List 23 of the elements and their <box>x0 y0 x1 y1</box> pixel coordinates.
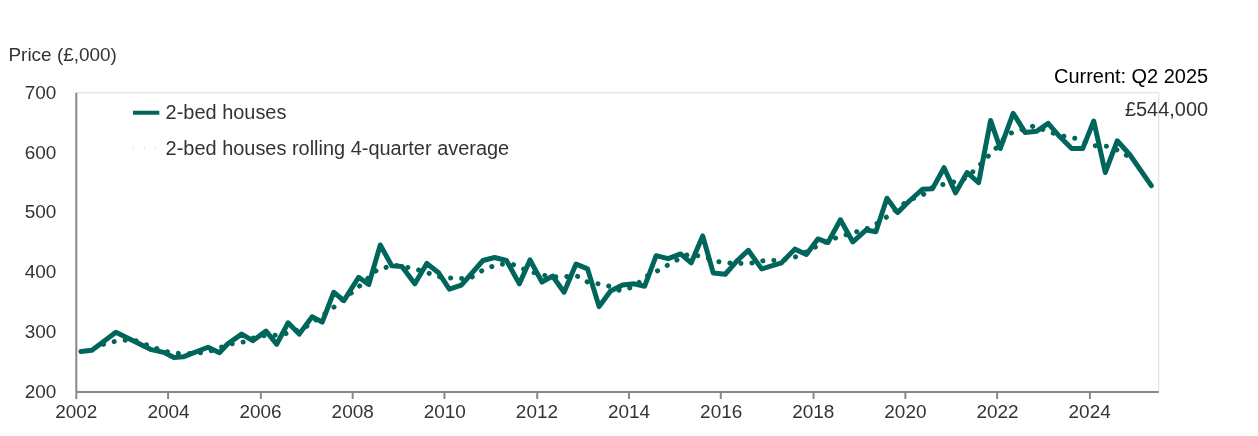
x-tick-label: 2022 <box>976 401 1019 423</box>
x-tick-label: 2002 <box>55 401 98 423</box>
x-tick-label: 2004 <box>147 401 190 423</box>
x-tick-label: 2018 <box>792 401 835 423</box>
x-tick-label: 2016 <box>700 401 743 423</box>
y-tick-label: 200 <box>24 381 57 403</box>
y-tick-label: 500 <box>24 201 57 223</box>
x-tick-label: 2008 <box>331 401 374 423</box>
x-tick-label: 2006 <box>239 401 282 423</box>
x-tick-label: 2014 <box>607 401 651 423</box>
y-tick-label: 400 <box>24 261 57 283</box>
x-tick-label: 2024 <box>1068 401 1111 423</box>
y-tick-label: 600 <box>24 141 57 163</box>
x-tick-label: 2012 <box>515 401 558 423</box>
y-tick-label: 300 <box>24 321 57 343</box>
text: Current: Q2 2025 <box>1054 65 1209 88</box>
x-tick-label: 2020 <box>884 401 927 423</box>
x-tick-label: 2010 <box>423 401 466 423</box>
legend-label: 2-bed houses rolling 4-quarter average <box>165 136 510 159</box>
legend-label: 2-bed houses <box>165 100 287 123</box>
y-tick-label: 700 <box>24 81 57 103</box>
annotation: £544,000 <box>1124 98 1209 121</box>
y-axis-title: Price (£,000) <box>8 43 117 65</box>
